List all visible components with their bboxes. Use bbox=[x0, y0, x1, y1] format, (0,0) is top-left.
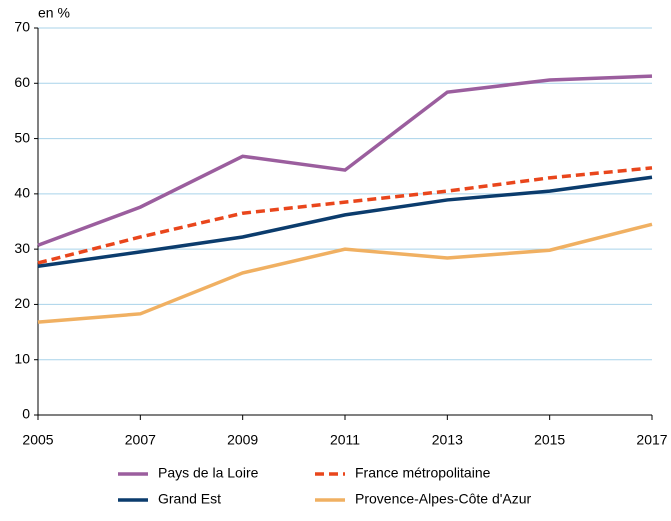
line-series bbox=[37, 175, 653, 269]
legend-label: Pays de la Loire bbox=[158, 465, 259, 481]
line-series bbox=[37, 222, 653, 324]
legend-label: Grand Est bbox=[158, 491, 221, 507]
y-tick-label: 50 bbox=[14, 129, 30, 145]
x-tick-label: 2005 bbox=[22, 432, 53, 448]
y-tick-label: 70 bbox=[14, 19, 30, 35]
line-series bbox=[37, 166, 653, 265]
y-tick-label: 0 bbox=[22, 406, 30, 422]
legend-label: Provence-Alpes-Côte d'Azur bbox=[355, 491, 532, 507]
x-tick-label: 2009 bbox=[227, 432, 258, 448]
x-tick-label: 2013 bbox=[432, 432, 463, 448]
y-axis-label: en % bbox=[38, 5, 70, 21]
line-series bbox=[37, 74, 653, 247]
y-tick-label: 20 bbox=[14, 295, 30, 311]
legend-label: France métropolitaine bbox=[355, 465, 491, 481]
x-tick-label: 2015 bbox=[534, 432, 565, 448]
x-tick-label: 2017 bbox=[636, 432, 667, 448]
y-tick-label: 60 bbox=[14, 74, 30, 90]
y-tick-label: 30 bbox=[14, 240, 30, 256]
y-tick-label: 40 bbox=[14, 185, 30, 201]
x-tick-label: 2007 bbox=[125, 432, 156, 448]
y-tick-label: 10 bbox=[14, 350, 30, 366]
x-tick-label: 2011 bbox=[330, 432, 360, 448]
